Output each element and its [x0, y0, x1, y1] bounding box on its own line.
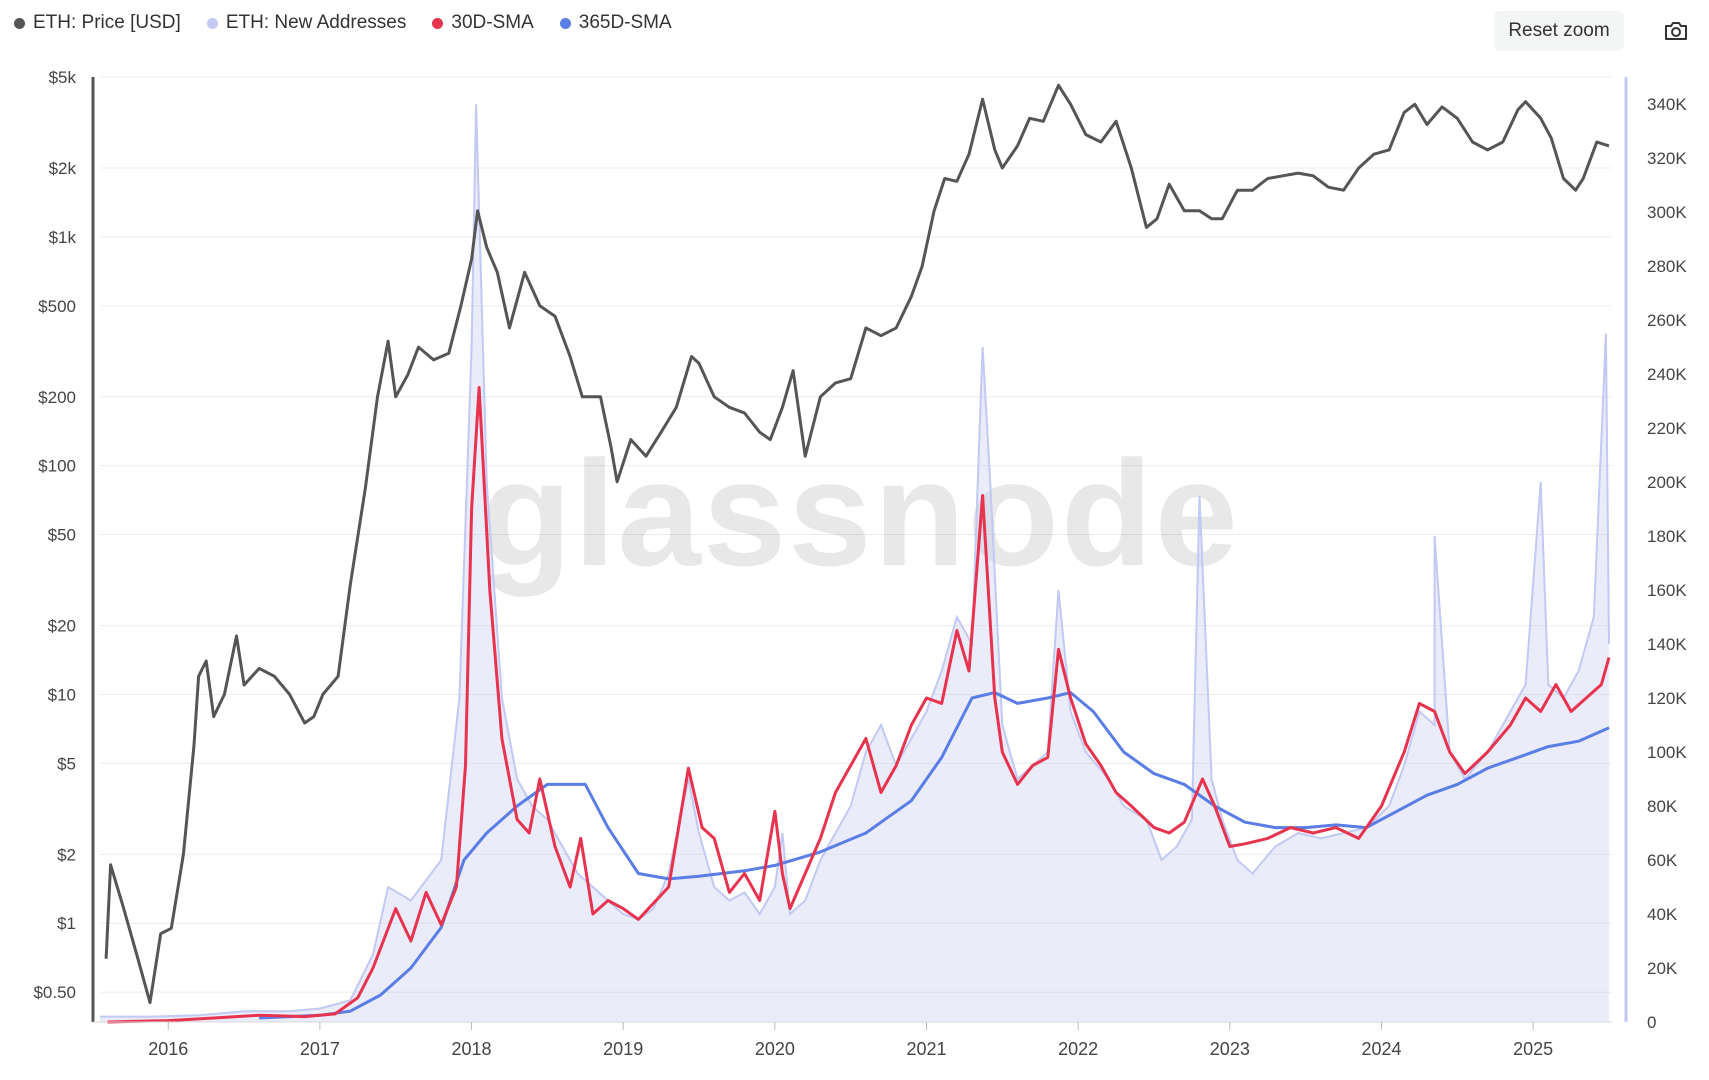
y-left-tick-label: $2k: [49, 159, 77, 178]
price-line: [104, 83, 1610, 1005]
y-right-tick-label: 260K: [1647, 311, 1687, 330]
grid-lines: [100, 76, 1612, 993]
new-addresses-area-fill: [100, 104, 1609, 1022]
x-tick-label: 2022: [1058, 1039, 1098, 1059]
y-right-tick-label: 240K: [1647, 365, 1687, 384]
reset-zoom-button[interactable]: Reset zoom: [1494, 11, 1624, 51]
legend-dot-icon: [559, 17, 571, 29]
legend-dot-icon: [14, 17, 25, 29]
x-tick-label: 2023: [1210, 1039, 1250, 1059]
y-right-tick-label: 20K: [1647, 959, 1678, 978]
y-left-tick-label: $500: [38, 297, 76, 316]
x-tick-label: 2017: [300, 1039, 340, 1059]
x-tick-label: 2016: [148, 1039, 188, 1059]
x-tick-label: 2025: [1513, 1039, 1553, 1059]
x-tick-label: 2021: [906, 1039, 946, 1059]
y-left-tick-label: $0.50: [33, 983, 76, 1002]
watermark-logo: glassnode: [480, 429, 1240, 597]
x-tick-label: 2024: [1361, 1039, 1401, 1059]
y-left-tick-label: $5: [57, 754, 76, 773]
legend-item-365d-sma[interactable]: 365D-SMA: [559, 12, 672, 34]
legend-item-new-addresses[interactable]: ETH: New Addresses: [206, 12, 407, 34]
legend-item-price[interactable]: ETH: Price [USD]: [14, 12, 181, 34]
y-right-tick-label: 200K: [1647, 473, 1687, 492]
x-tick-label: 2018: [452, 1039, 492, 1059]
30d-sma-line: [107, 386, 1611, 1024]
series-layer: [100, 83, 1611, 1024]
legend-dot-icon: [432, 17, 444, 29]
y-right-tick-label: 80K: [1647, 797, 1678, 816]
x-tick-label: 2019: [603, 1039, 643, 1059]
new-addresses-area: [100, 103, 1610, 1018]
y-right-tick-label: 280K: [1647, 257, 1687, 276]
y-left-tick-label: $200: [38, 388, 76, 407]
y-right-tick-label: 340K: [1647, 95, 1687, 114]
y-right-tick-label: 300K: [1647, 203, 1687, 222]
y-left-tick-label: $5k: [49, 68, 77, 87]
y-left-tick-label: $10: [48, 685, 76, 704]
legend-label: 30D-SMA: [451, 12, 534, 33]
y-right-tick-label: 60K: [1647, 851, 1678, 870]
y-left-tick-label: $100: [38, 457, 76, 476]
y-right-tick-label: 160K: [1647, 581, 1687, 600]
y-left-tick-label: $50: [48, 526, 76, 545]
y-right-tick-label: 100K: [1647, 743, 1687, 762]
legend-item-30d-sma[interactable]: 30D-SMA: [432, 12, 534, 34]
legend-label: 365D-SMA: [578, 12, 672, 33]
y-right-tick-label: 220K: [1647, 419, 1687, 438]
y-left-tick-label: $2: [57, 845, 76, 864]
y-left-tick-label: $1k: [49, 228, 77, 247]
axis-labels: $5k $2k $1k $500 $200 $100 $50 $20 $10 $5 $2 $1 $0.5…: [33, 68, 1687, 1059]
y-left-tick-label: $1: [57, 914, 76, 933]
legend-label: ETH: Price [USD]: [33, 12, 181, 33]
y-right-tick-label: 0: [1647, 1013, 1656, 1032]
camera-icon[interactable]: [1661, 16, 1691, 46]
legend-dot-icon: [206, 17, 218, 29]
y-right-tick-label: 140K: [1647, 635, 1687, 654]
chart-legend: ETH: Price [USD] ETH: New Addresses 30D-…: [14, 10, 672, 36]
365d-sma-line: [259, 691, 1610, 1020]
y-right-tick-label: 120K: [1647, 689, 1687, 708]
legend-label: ETH: New Addresses: [225, 12, 407, 33]
y-left-tick-label: $20: [48, 617, 76, 636]
x-tick-label: 2020: [755, 1039, 795, 1059]
y-right-tick-label: 180K: [1647, 527, 1687, 546]
y-right-tick-label: 40K: [1647, 905, 1678, 924]
y-right-tick-label: 320K: [1647, 149, 1687, 168]
